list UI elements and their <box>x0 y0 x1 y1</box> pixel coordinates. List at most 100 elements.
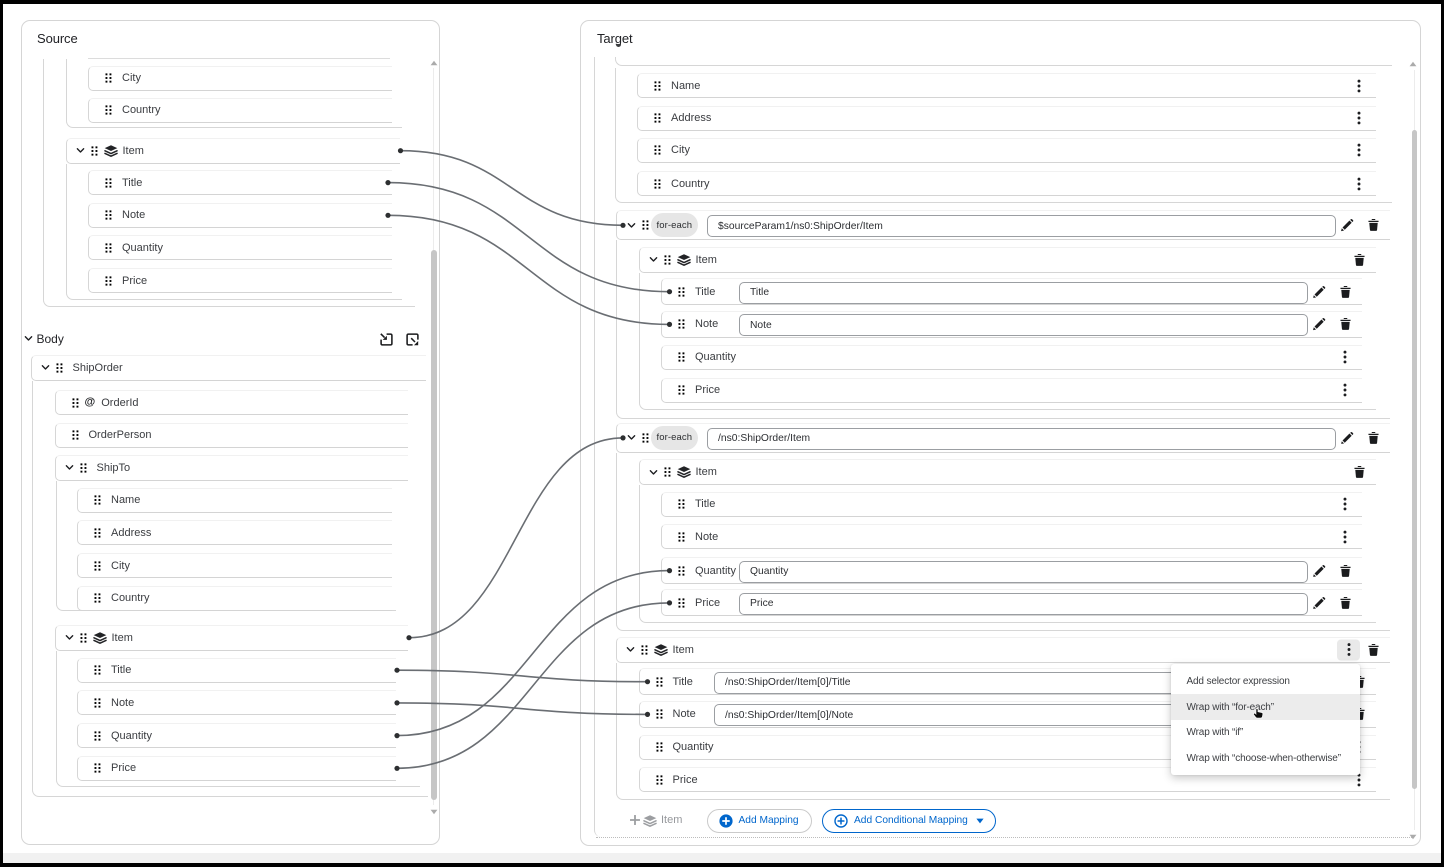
mapping-expression-input[interactable] <box>739 592 1308 615</box>
source-param-row-item[interactable]: Item <box>65 137 400 164</box>
menu-item-add-selector-expression[interactable]: Add selector expression <box>1186 675 1290 687</box>
drag-grip-icon[interactable] <box>641 645 648 655</box>
delete-trash-icon[interactable] <box>1368 643 1379 656</box>
source-param-row-country[interactable]: Country <box>88 97 392 123</box>
target-itemgroup-row[interactable]: Item <box>615 636 1390 663</box>
target-row-address[interactable]: Address <box>637 105 1376 131</box>
source-param-row-note[interactable]: Note <box>88 202 392 228</box>
delete-trash-icon[interactable] <box>1340 564 1351 577</box>
target-foreach2-price-row[interactable]: Price <box>661 589 1362 617</box>
chevron-down-icon[interactable] <box>65 634 74 641</box>
drag-grip-icon[interactable] <box>105 243 112 253</box>
drag-grip-icon[interactable] <box>94 731 101 741</box>
delete-trash-icon[interactable] <box>1354 466 1365 479</box>
drag-grip-icon[interactable] <box>654 179 661 189</box>
body-section-chevron-icon[interactable] <box>24 335 33 342</box>
drag-grip-icon[interactable] <box>91 146 98 156</box>
kebab-menu-button-active[interactable] <box>1337 639 1360 660</box>
drag-grip-icon[interactable] <box>656 677 663 687</box>
drag-grip-icon[interactable] <box>105 178 112 188</box>
source-param-row-price[interactable]: Price <box>88 268 392 294</box>
mapping-expression-input[interactable] <box>739 314 1308 337</box>
drag-grip-icon[interactable] <box>654 113 661 123</box>
mapping-expression-input[interactable] <box>714 704 1322 727</box>
kebab-menu-icon[interactable] <box>1341 383 1349 397</box>
foreach-expression-input[interactable] <box>707 427 1336 450</box>
drag-grip-icon[interactable] <box>654 81 661 91</box>
target-row-name[interactable]: Name <box>637 73 1376 99</box>
chevron-down-icon[interactable] <box>627 434 636 441</box>
target-foreach1-price-row[interactable]: Price <box>661 377 1362 403</box>
drag-grip-icon[interactable] <box>656 742 663 752</box>
scrollbar-up-icon[interactable] <box>1409 61 1417 67</box>
drag-grip-icon[interactable] <box>654 145 661 155</box>
drag-grip-icon[interactable] <box>56 363 63 373</box>
drag-grip-icon[interactable] <box>678 385 685 395</box>
chevron-down-icon[interactable] <box>649 256 658 263</box>
source-scrollbar-thumb[interactable] <box>431 250 437 800</box>
drag-grip-icon[interactable] <box>664 255 671 265</box>
foreach-expression-input[interactable] <box>707 215 1336 238</box>
detach-document-icon[interactable] <box>406 333 419 346</box>
target-foreach1-note-row[interactable]: Note <box>661 310 1362 338</box>
source-body-row-shipto[interactable]: ShipTo <box>54 454 408 481</box>
target-row-city[interactable]: City <box>637 137 1376 163</box>
source-body-row-orderperson[interactable]: OrderPerson <box>54 422 408 448</box>
source-body-row-note[interactable]: Note <box>77 690 396 716</box>
drag-grip-icon[interactable] <box>80 463 87 473</box>
chevron-down-icon[interactable] <box>76 147 85 154</box>
delete-trash-icon[interactable] <box>1354 253 1365 266</box>
target-foreach1-item-row[interactable]: Item <box>638 246 1376 273</box>
chevron-down-icon[interactable] <box>41 364 50 371</box>
source-body-row-name[interactable]: Name <box>77 487 392 513</box>
delete-trash-icon[interactable] <box>1340 318 1351 331</box>
scrollbar-down-icon[interactable] <box>430 809 438 815</box>
edit-pencil-icon[interactable] <box>1313 318 1326 331</box>
delete-trash-icon[interactable] <box>1340 596 1351 609</box>
source-body-row-address[interactable]: Address <box>77 520 392 546</box>
delete-trash-icon[interactable] <box>1340 285 1351 298</box>
drag-grip-icon[interactable] <box>642 220 649 230</box>
edit-pencil-icon[interactable] <box>1313 564 1326 577</box>
delete-trash-icon[interactable] <box>1368 431 1379 444</box>
drag-grip-icon[interactable] <box>72 430 79 440</box>
chevron-down-icon[interactable] <box>627 222 636 229</box>
scrollbar-down-icon[interactable] <box>1409 834 1417 840</box>
drag-grip-icon[interactable] <box>664 467 671 477</box>
target-foreach2-item-row[interactable]: Item <box>638 459 1376 485</box>
source-body-row-quantity[interactable]: Quantity <box>77 723 396 749</box>
source-body-row-shiporder[interactable]: ShipOrder <box>30 354 426 381</box>
kebab-menu-icon[interactable] <box>1341 350 1349 364</box>
source-body-row-country[interactable]: Country <box>77 585 392 611</box>
target-row-country[interactable]: Country <box>637 171 1376 196</box>
source-body-row-orderid[interactable]: @ OrderId <box>54 390 408 415</box>
mapping-expression-input[interactable] <box>739 281 1308 304</box>
edit-pencil-icon[interactable] <box>1341 219 1354 232</box>
menu-item-wrap-with-if[interactable]: Wrap with “if” <box>1186 727 1244 739</box>
mapping-expression-input[interactable] <box>739 560 1308 583</box>
target-foreach1-title-row[interactable]: Title <box>661 278 1362 306</box>
target-foreach1-quantity-row[interactable]: Quantity <box>661 344 1362 370</box>
drag-grip-icon[interactable] <box>94 665 101 675</box>
drag-grip-icon[interactable] <box>94 698 101 708</box>
kebab-menu-icon[interactable] <box>1341 530 1349 544</box>
source-body-row-city[interactable]: City <box>77 553 392 579</box>
target-foreach1-row[interactable]: for-each <box>615 210 1390 241</box>
drag-grip-icon[interactable] <box>678 287 685 297</box>
kebab-menu-icon[interactable] <box>1355 111 1363 125</box>
edit-pencil-icon[interactable] <box>1341 432 1354 445</box>
add-conditional-mapping-button[interactable]: Add Conditional Mapping <box>822 808 996 833</box>
target-foreach2-quantity-row[interactable]: Quantity <box>661 557 1362 585</box>
drag-grip-icon[interactable] <box>94 763 101 773</box>
drag-grip-icon[interactable] <box>678 566 685 576</box>
target-foreach2-title-row[interactable]: Title <box>661 491 1362 517</box>
kebab-menu-icon[interactable] <box>1355 177 1363 191</box>
drag-grip-icon[interactable] <box>678 499 685 509</box>
source-param-row-city[interactable]: City <box>88 65 392 91</box>
menu-item-wrap-with-for-each[interactable]: Wrap with “for-each” <box>1171 694 1360 721</box>
drag-grip-icon[interactable] <box>105 276 112 286</box>
drag-grip-icon[interactable] <box>656 709 663 719</box>
add-mapping-button[interactable]: Add Mapping <box>706 808 812 833</box>
drag-grip-icon[interactable] <box>678 352 685 362</box>
edit-pencil-icon[interactable] <box>1313 285 1326 298</box>
